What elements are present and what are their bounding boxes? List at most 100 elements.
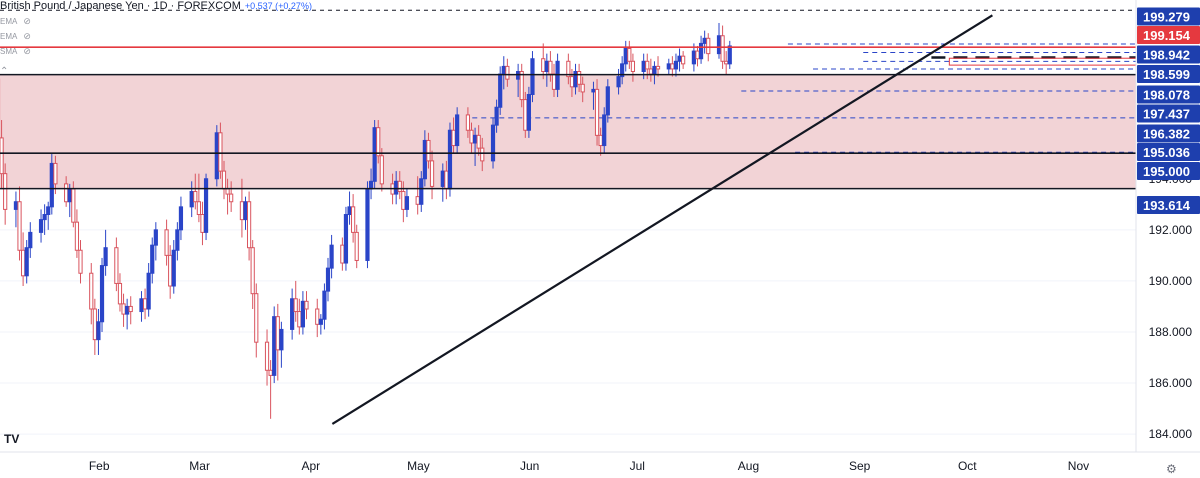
candle-body-up bbox=[38, 219, 44, 233]
candle bbox=[351, 194, 356, 243]
gear-icon[interactable]: ⚙ bbox=[1166, 462, 1177, 476]
candle-body-up bbox=[455, 114, 460, 147]
candle-body-up bbox=[28, 231, 33, 249]
candle-body-down bbox=[315, 308, 320, 325]
x-tick-label: Nov bbox=[1068, 459, 1089, 473]
candle-body-down bbox=[121, 303, 126, 315]
candle bbox=[89, 263, 94, 325]
price-badges: 199.279 199.154 198.942 198.599 198.078 197.4… bbox=[1137, 7, 1200, 214]
candle bbox=[605, 79, 610, 123]
price-badge: 198.942 bbox=[1137, 45, 1200, 64]
candle bbox=[315, 298, 320, 338]
x-tick-label: Mar bbox=[189, 459, 210, 473]
candle bbox=[419, 171, 424, 212]
candle-body-down bbox=[239, 201, 245, 221]
candle-body-up bbox=[698, 42, 704, 60]
candle-body-down bbox=[480, 147, 485, 162]
candle bbox=[125, 298, 130, 330]
candle-body-down bbox=[648, 68, 653, 75]
candle-body-up bbox=[501, 65, 506, 75]
candle-body-up bbox=[96, 321, 101, 341]
price-badge-bg bbox=[1137, 65, 1200, 83]
candle bbox=[494, 99, 499, 133]
indicator-sma[interactable]: SMA ⊘ bbox=[0, 46, 31, 57]
candle-body-down bbox=[3, 173, 8, 210]
candle-body-down bbox=[92, 308, 97, 341]
candle-body-down bbox=[519, 71, 524, 101]
candle-body-up bbox=[171, 249, 176, 287]
candle bbox=[620, 56, 625, 85]
candle-body-down bbox=[681, 55, 686, 65]
candle bbox=[275, 303, 280, 381]
candle-body-down bbox=[397, 180, 402, 193]
grid-lines bbox=[0, 178, 1136, 435]
x-tick-label: Apr bbox=[301, 459, 320, 473]
candle-body-down bbox=[200, 214, 205, 233]
eye-slash-icon[interactable]: ⊘ bbox=[23, 31, 31, 41]
candle-body-up bbox=[544, 60, 549, 73]
candle-body-up bbox=[691, 50, 696, 65]
candle-body-down bbox=[225, 188, 230, 195]
candle-body-up bbox=[573, 71, 578, 88]
candle-body-down bbox=[142, 298, 148, 310]
candle bbox=[92, 298, 97, 355]
candle bbox=[99, 257, 105, 332]
collapse-chevron-icon[interactable]: ⌃ bbox=[0, 66, 9, 77]
candle bbox=[153, 222, 158, 261]
candle bbox=[214, 125, 219, 187]
eye-slash-icon[interactable]: ⊘ bbox=[23, 16, 31, 26]
indicator-label: SMA bbox=[0, 47, 18, 56]
candle bbox=[426, 132, 431, 169]
candle-body-up bbox=[343, 214, 349, 264]
candle-body-up bbox=[673, 60, 679, 70]
candle-body-down bbox=[465, 114, 471, 131]
price-badge-bg bbox=[1137, 45, 1200, 64]
candle-body-up bbox=[153, 229, 158, 246]
price-change: +0.537 (+0.27%) bbox=[244, 1, 312, 11]
candle-body-up bbox=[716, 35, 722, 55]
candle bbox=[146, 263, 151, 317]
candle bbox=[602, 107, 607, 154]
tradingview-logo-icon[interactable]: TV bbox=[4, 432, 20, 446]
price-badge-label: 196.382 bbox=[1143, 127, 1190, 142]
candle-body-up bbox=[490, 124, 496, 162]
candle bbox=[293, 280, 298, 322]
candle bbox=[268, 360, 273, 419]
price-badge-label: 198.078 bbox=[1143, 88, 1190, 103]
candle bbox=[17, 186, 22, 261]
candle-body-up bbox=[214, 132, 219, 180]
candle bbox=[121, 293, 126, 327]
eye-slash-icon[interactable]: ⊘ bbox=[23, 46, 31, 56]
candle bbox=[695, 45, 700, 67]
symbol-title[interactable]: British Pound / Japanese Yen · 1D · FORE… bbox=[0, 0, 312, 12]
candle bbox=[681, 51, 686, 69]
candle-body-down bbox=[655, 65, 661, 70]
candle bbox=[142, 288, 148, 320]
candle-body-up bbox=[419, 178, 424, 205]
candle-body-down bbox=[695, 50, 700, 60]
price-badge-label: 193.614 bbox=[1143, 198, 1191, 213]
candle-body-up bbox=[702, 37, 707, 44]
candle bbox=[243, 196, 248, 230]
candle-body-down bbox=[293, 298, 298, 313]
candle bbox=[53, 155, 58, 195]
dashed-level-lines bbox=[472, 43, 1137, 153]
candle-body-up bbox=[623, 48, 628, 65]
candle-body-down bbox=[74, 221, 80, 251]
candle bbox=[139, 291, 144, 322]
indicator-ema-1[interactable]: EMA ⊘ bbox=[0, 16, 31, 27]
candle-body-down bbox=[444, 170, 449, 190]
x-tick-label: Jun bbox=[520, 459, 539, 473]
candle-body-up bbox=[175, 229, 180, 251]
candle bbox=[480, 137, 485, 172]
indicator-ema-2[interactable]: EMA ⊘ bbox=[0, 31, 31, 42]
price-badge-bg bbox=[1137, 85, 1200, 104]
candle-body-down bbox=[114, 247, 119, 284]
candle bbox=[340, 237, 345, 271]
candle bbox=[594, 79, 600, 146]
candle-body-down bbox=[229, 193, 234, 203]
candle-body-down bbox=[551, 73, 557, 90]
candle-body-down bbox=[577, 71, 582, 85]
